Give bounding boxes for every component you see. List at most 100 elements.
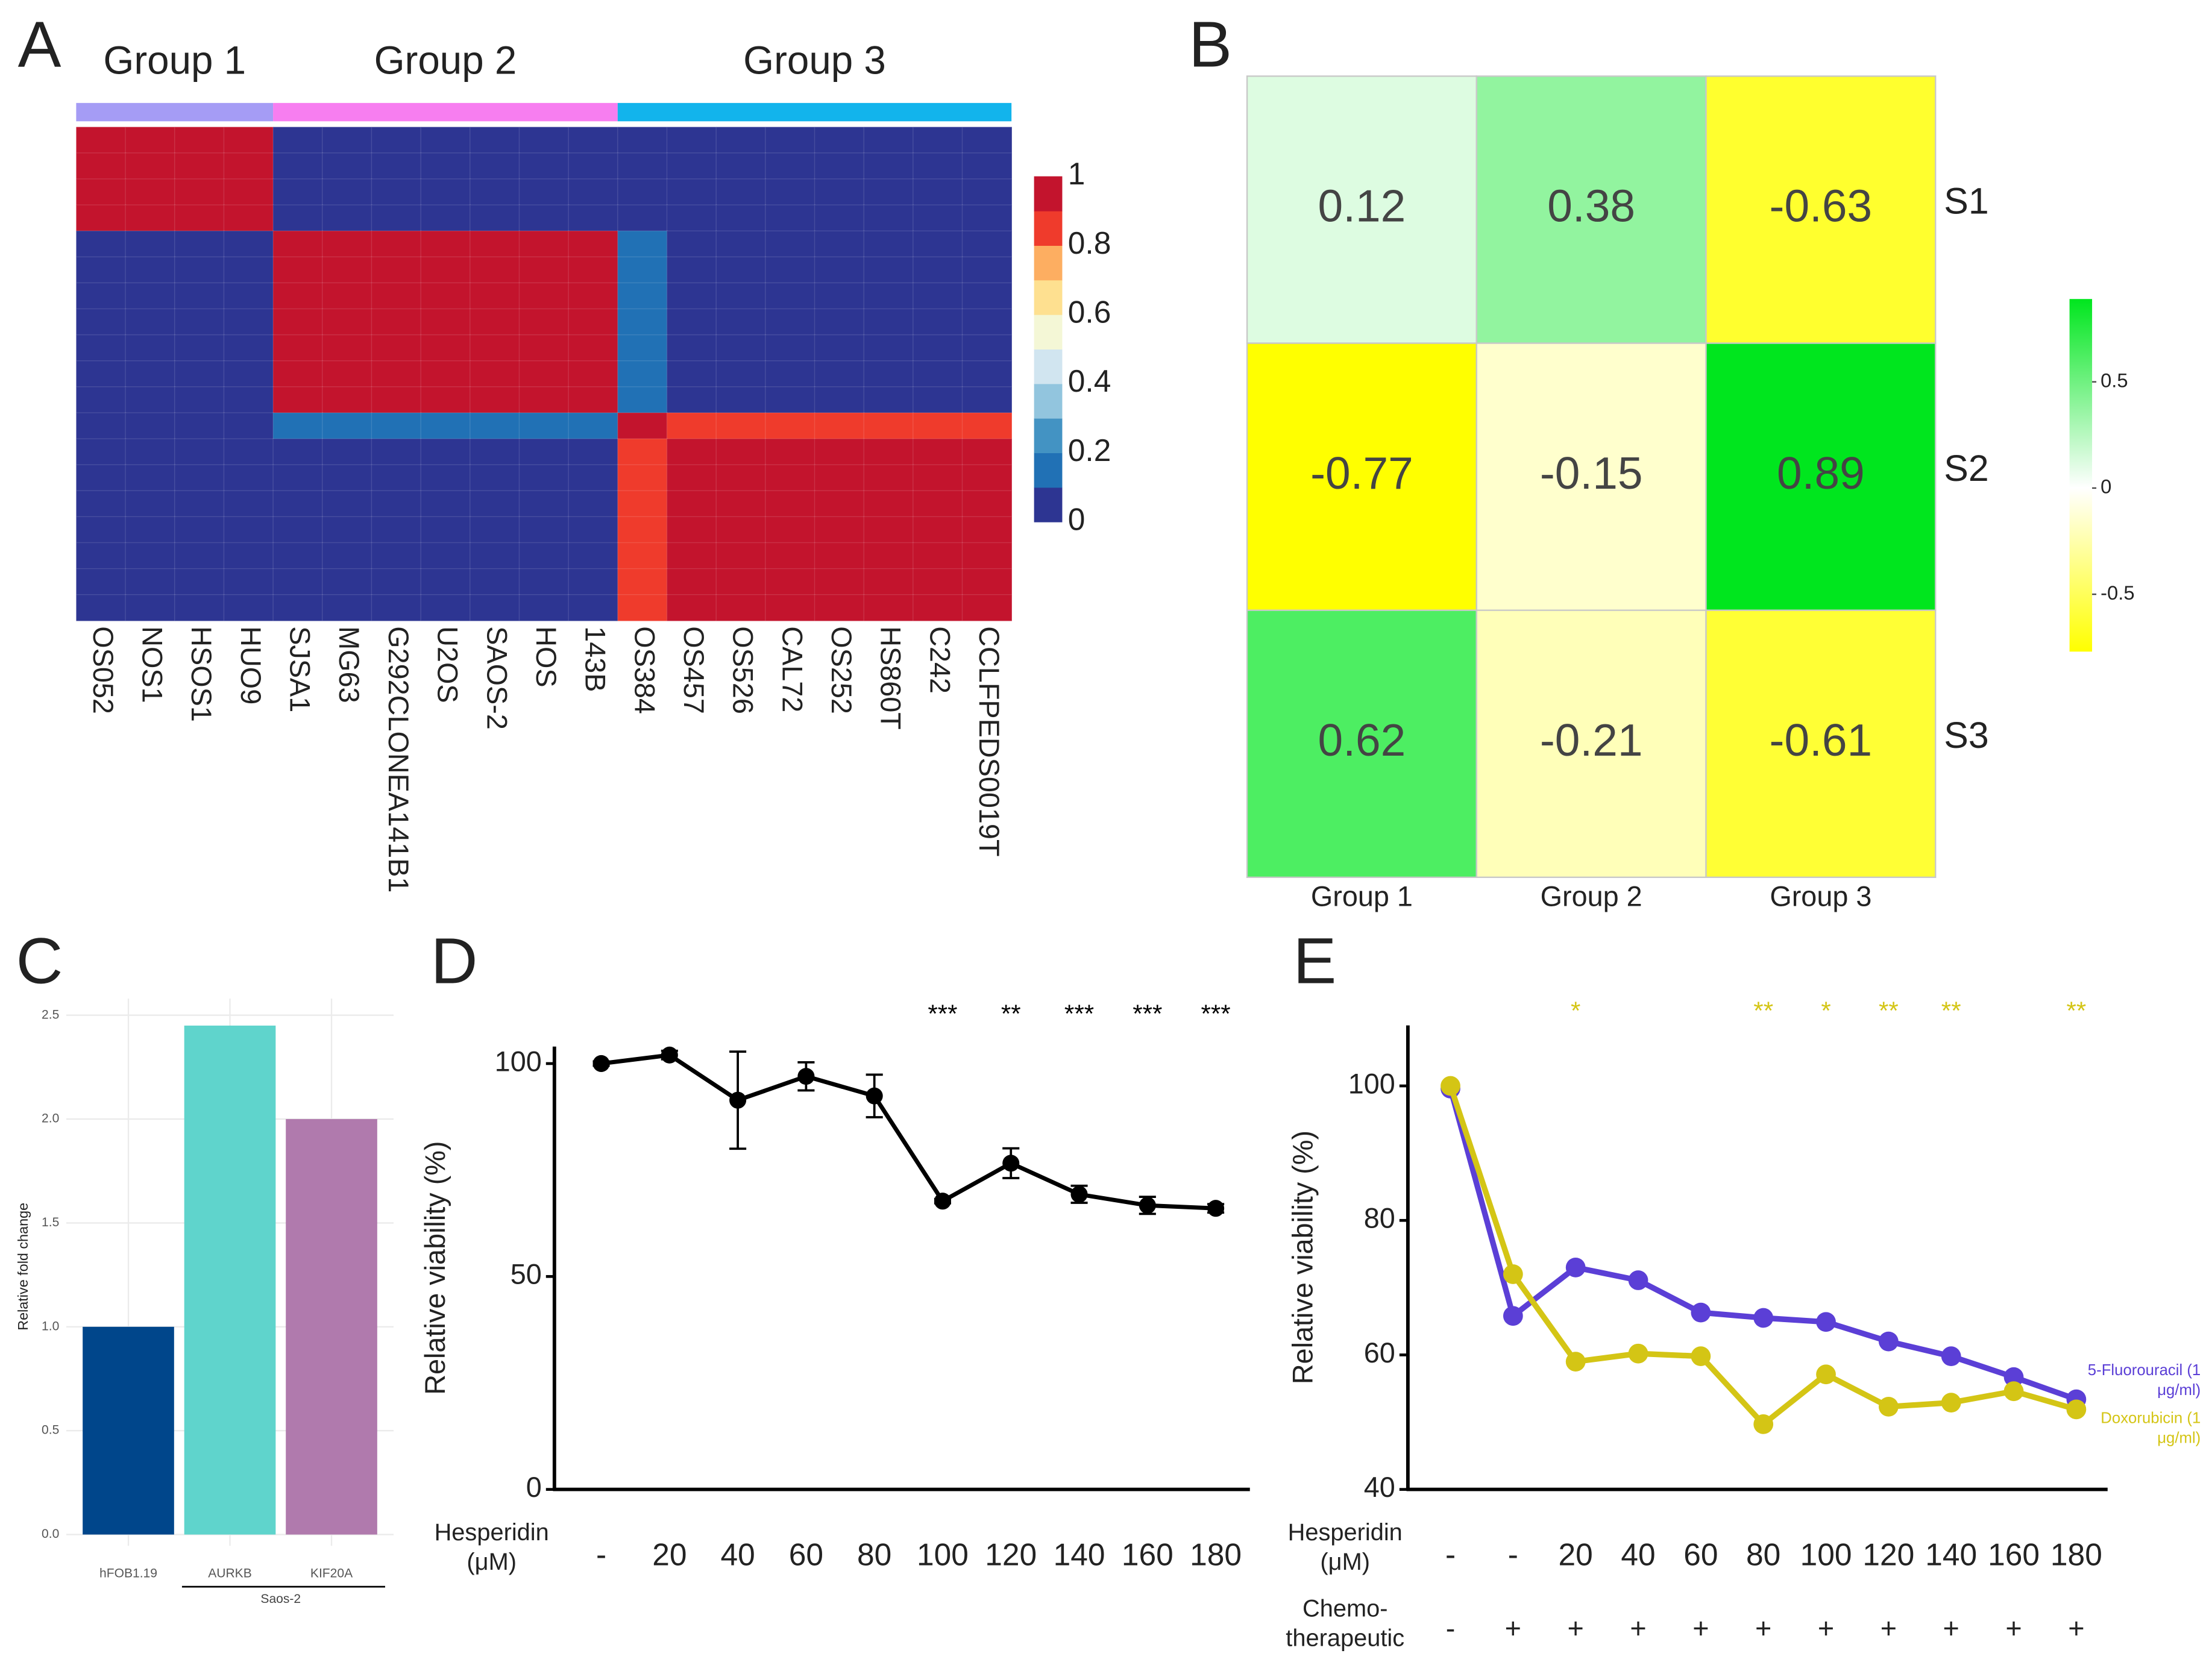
y-tick-label: 100	[1348, 1068, 1395, 1099]
heatmap-cell	[568, 360, 619, 388]
x-tick-label: KIF20A	[310, 1567, 353, 1581]
heatmap-cell	[371, 568, 422, 596]
colorbar-tick-label: 0.5	[2100, 369, 2128, 391]
heatmap-cell	[961, 516, 1013, 544]
x-tick-label: 120	[1862, 1537, 1914, 1572]
heatmap-cell	[518, 360, 570, 388]
heatmap-cell	[666, 204, 717, 232]
heatmap-cell	[272, 464, 324, 492]
significance-label: **	[1879, 997, 1899, 1025]
heatmap-cell	[1246, 75, 1477, 344]
heatmap-cell	[961, 282, 1013, 310]
heatmap-cell	[223, 360, 274, 388]
heatmap-cell	[371, 412, 422, 440]
heatmap-cell	[174, 152, 225, 180]
x-tick-label: -	[596, 1537, 606, 1572]
heatmap-cell	[371, 464, 422, 492]
heatmap-cell	[1705, 342, 1937, 611]
heatmap-cell	[470, 282, 520, 310]
y-tick-label: 2.5	[42, 1008, 59, 1021]
heatmap-cell	[666, 308, 717, 336]
heatmap-cell	[518, 594, 570, 622]
heatmap-cell	[174, 126, 225, 154]
heatmap-cell	[420, 516, 471, 544]
heatmap-cell	[75, 360, 127, 388]
heatmap-cell	[863, 412, 914, 440]
x-tick-label: CAL72	[776, 626, 808, 712]
heatmap-cell	[174, 178, 225, 206]
heatmap-cell	[666, 230, 717, 258]
heatmap-cell	[420, 230, 471, 258]
heatmap-cell	[371, 282, 422, 310]
heatmap-cell	[814, 230, 865, 258]
heatmap-cell	[863, 126, 914, 154]
heatmap-cell	[174, 438, 225, 466]
heatmap-cell	[961, 334, 1013, 362]
heatmap-cell	[1705, 75, 1937, 344]
colorbar-bin	[1034, 176, 1063, 212]
x2-tick-label: +	[2005, 1613, 2022, 1644]
heatmap-cell	[272, 594, 324, 622]
heatmap-cell	[715, 256, 767, 284]
heatmap-cell	[863, 230, 914, 258]
heatmap-cell	[961, 308, 1013, 336]
heatmap-cell	[272, 204, 324, 232]
heatmap-cell	[961, 412, 1013, 440]
heatmap-cell	[125, 386, 176, 414]
x-tick-label: SAOS-2	[481, 626, 512, 730]
x-tick-label: AURKB	[208, 1567, 252, 1581]
x-tick-label: 180	[1190, 1537, 1242, 1572]
heatmap-cell	[470, 438, 520, 466]
x-axis-label: Hesperidin (μM)	[434, 1519, 549, 1576]
heatmap-cell	[765, 282, 815, 310]
heatmap-cell	[75, 256, 127, 284]
heatmap-cell	[913, 438, 963, 466]
heatmap-cell	[666, 438, 717, 466]
heatmap-cell	[371, 334, 422, 362]
heatmap-cell	[814, 568, 865, 596]
group-label: Group 2	[374, 39, 517, 83]
heatmap-cell	[765, 152, 815, 180]
heatmap-cell	[814, 204, 865, 232]
x2-tick-label: +	[1755, 1613, 1771, 1644]
heatmap-cell	[913, 230, 963, 258]
heatmap-cell	[715, 464, 767, 492]
heatmap-cell	[174, 594, 225, 622]
heatmap-cell	[666, 360, 717, 388]
heatmap-cell	[125, 308, 176, 336]
heatmap-cell	[272, 542, 324, 570]
heatmap-cell	[863, 178, 914, 206]
colorbar-bin	[1034, 280, 1063, 315]
heatmap-cell	[420, 412, 471, 440]
heatmap-cell	[223, 568, 274, 596]
heatmap-cell	[863, 256, 914, 284]
series-line	[601, 1053, 1216, 1211]
heatmap-cell	[174, 490, 225, 518]
panel-label: D	[431, 925, 478, 997]
heatmap-cell	[371, 360, 422, 388]
panel-label: E	[1293, 925, 1336, 997]
heatmap-cell	[470, 464, 520, 492]
data-point	[1878, 1396, 1899, 1417]
heatmap-cell	[617, 516, 668, 544]
heatmap-cell	[913, 308, 963, 336]
data-point	[1628, 1343, 1648, 1364]
heatmap-cell	[765, 490, 815, 518]
x-tick-label: 143B	[580, 626, 611, 692]
x2-tick-label: +	[2068, 1613, 2084, 1644]
panel-label: C	[16, 925, 63, 997]
colorbar-tick-label: 0	[2100, 475, 2111, 498]
heatmap-cell	[75, 204, 127, 232]
heatmap-cell	[863, 568, 914, 596]
heatmap-cell	[420, 438, 471, 466]
x-tick-label: 60	[789, 1537, 823, 1572]
heatmap-cell	[371, 490, 422, 518]
heatmap-cell	[371, 594, 422, 622]
heatmap-cell	[961, 230, 1013, 258]
data-point	[1816, 1312, 1836, 1332]
heatmap-cell	[617, 230, 668, 258]
x-tick-label: Group 1	[1311, 880, 1413, 912]
heatmap-cell	[715, 594, 767, 622]
heatmap-cell	[420, 126, 471, 154]
heatmap-cell	[75, 126, 127, 154]
